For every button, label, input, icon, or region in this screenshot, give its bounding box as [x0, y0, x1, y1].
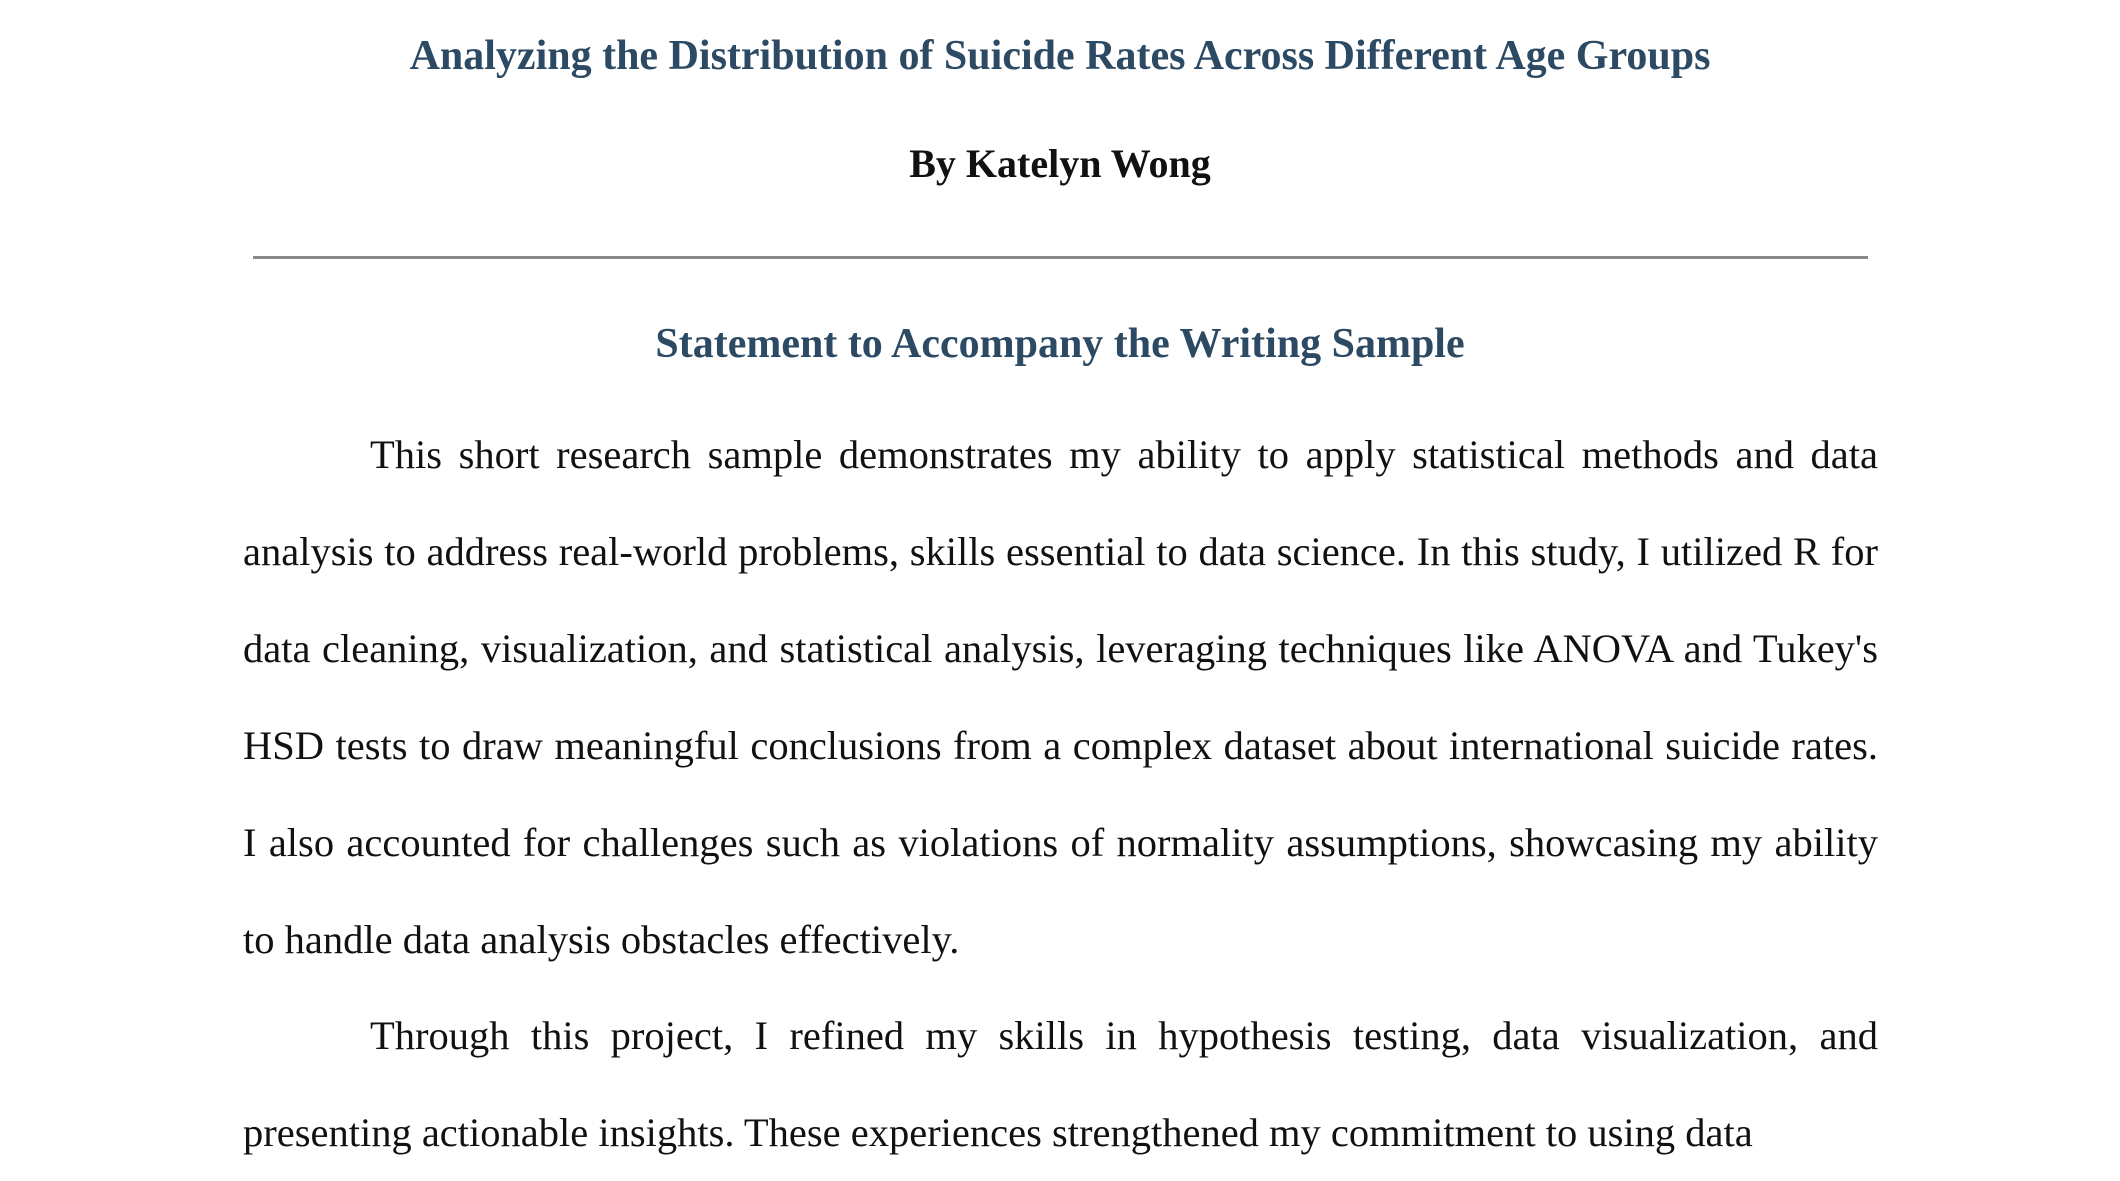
- section-heading: Statement to Accompany the Writing Sampl…: [655, 321, 1465, 367]
- title-divider: [253, 256, 1868, 259]
- document-title: Analyzing the Distribution of Suicide Ra…: [409, 33, 1711, 79]
- body-paragraph: Through this project, I refined my skill…: [243, 1013, 1878, 1155]
- body-paragraph-1-block: This short research sample demonstrates …: [243, 406, 1878, 988]
- body-paragraph: This short research sample demonstrates …: [243, 432, 1878, 962]
- body-paragraph-2-block: Through this project, I refined my skill…: [243, 987, 1878, 1181]
- author-byline: By Katelyn Wong: [909, 141, 1211, 186]
